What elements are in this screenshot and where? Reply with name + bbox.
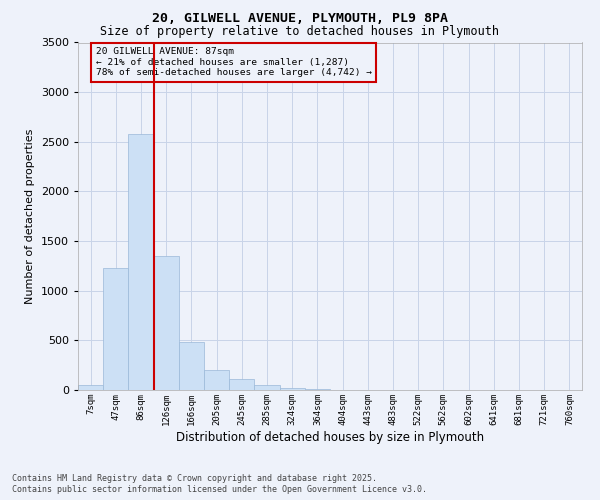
Bar [280,388,305,390]
Bar [229,378,254,390]
Text: 20 GILWELL AVENUE: 87sqm
← 21% of detached houses are smaller (1,287)
78% of sem: 20 GILWELL AVENUE: 87sqm ← 21% of detach… [95,48,371,78]
X-axis label: Distribution of detached houses by size in Plymouth: Distribution of detached houses by size … [176,430,484,444]
Bar [103,268,128,390]
Text: 20, GILWELL AVENUE, PLYMOUTH, PL9 8PA: 20, GILWELL AVENUE, PLYMOUTH, PL9 8PA [152,12,448,26]
Bar [254,384,280,390]
Bar [179,342,204,390]
Text: Contains HM Land Registry data © Crown copyright and database right 2025.
Contai: Contains HM Land Registry data © Crown c… [12,474,427,494]
Bar [154,256,179,390]
Bar [305,389,330,390]
Bar [204,370,229,390]
Bar [128,134,154,390]
Y-axis label: Number of detached properties: Number of detached properties [25,128,35,304]
Bar [78,385,103,390]
Text: Size of property relative to detached houses in Plymouth: Size of property relative to detached ho… [101,25,499,38]
